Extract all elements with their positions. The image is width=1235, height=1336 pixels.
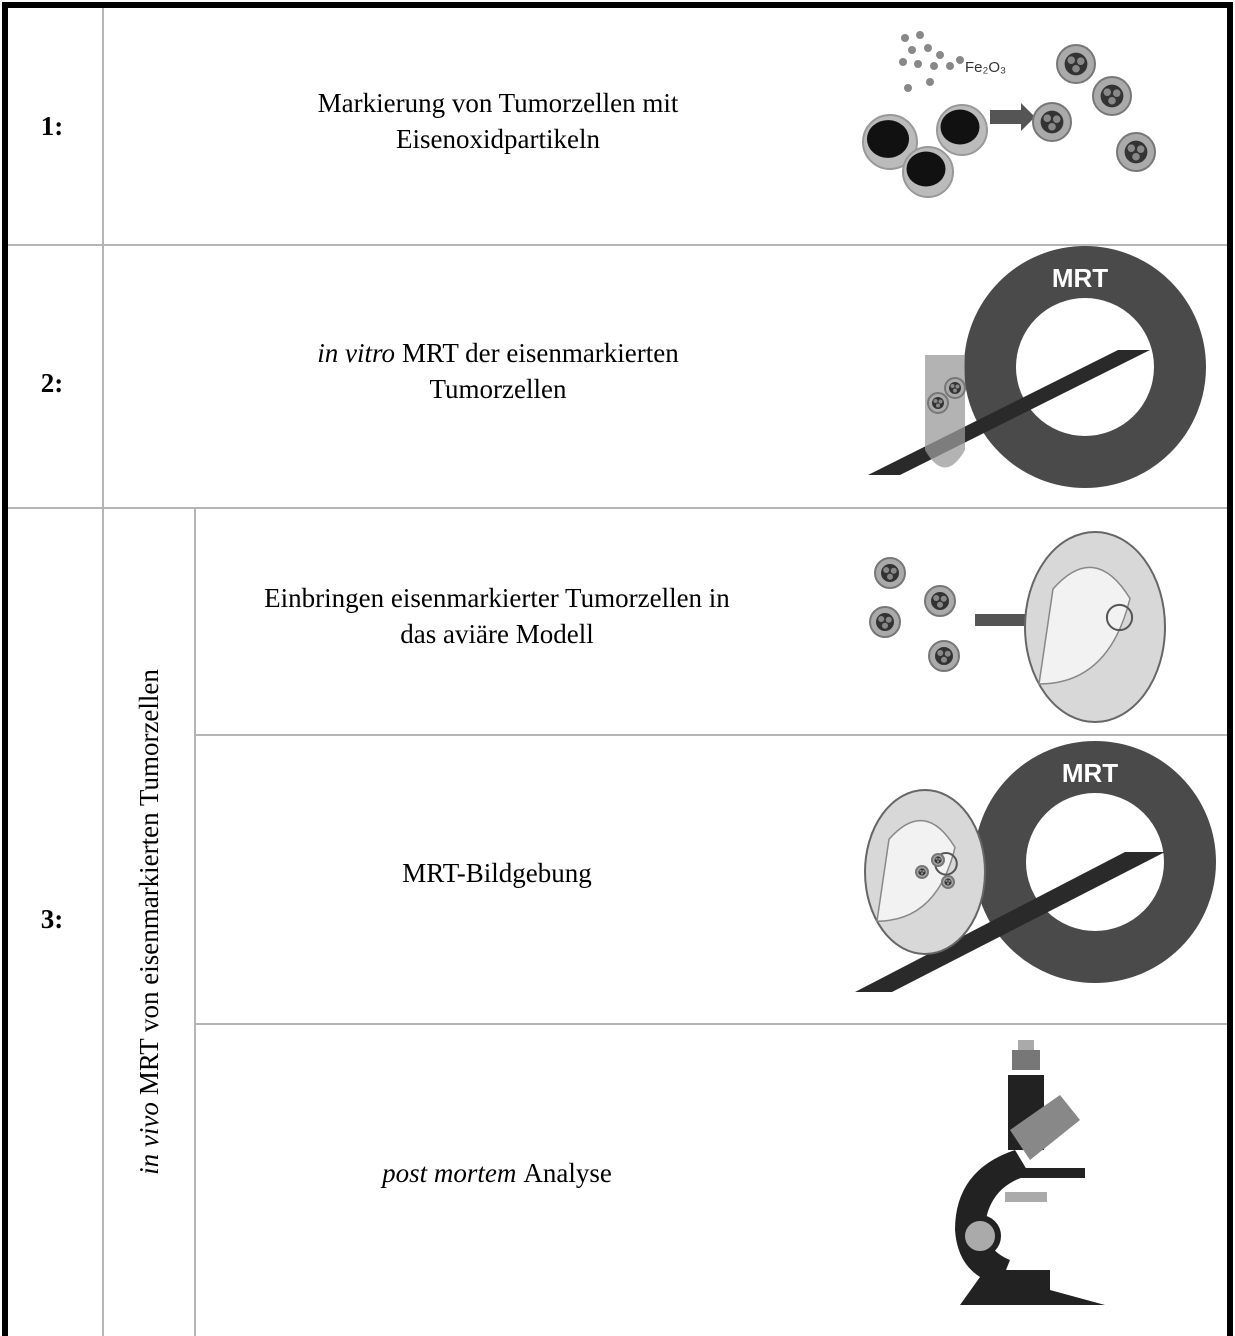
iron-particle [1113, 89, 1121, 97]
iron-particle [933, 595, 939, 601]
particle [901, 34, 909, 42]
particle [930, 62, 938, 70]
particle [899, 58, 907, 66]
text: MRT der eisenmarkierten [402, 338, 679, 368]
row-number: 1: [41, 111, 64, 141]
microscope-base [960, 1270, 1105, 1305]
iron-particle [1072, 65, 1080, 73]
iron-particle [937, 602, 943, 608]
iron-particle [945, 880, 947, 882]
iron-particle [945, 651, 951, 657]
particle [916, 31, 924, 39]
iron-particle [1077, 57, 1085, 65]
step-text: MRT-Bildgebung [402, 858, 591, 888]
iron-particle [919, 870, 921, 872]
diagram-table: 1: Markierung von Tumorzellen mit Eiseno… [0, 0, 1235, 1336]
iron-particle [941, 596, 947, 602]
iron-particle [937, 860, 939, 862]
iron-particle [953, 389, 957, 393]
row-text: Markierung von Tumorzellen mit [318, 88, 679, 118]
side-label: in vivo MRT von eisenmarkierten Tumorzell… [134, 669, 164, 1175]
iron-particle [883, 567, 889, 573]
iron-particle [1132, 153, 1140, 161]
arrow [990, 103, 1035, 131]
iron-particle [937, 650, 943, 656]
scanner-label: MRT [1062, 758, 1118, 788]
row-number: 3: [41, 904, 64, 934]
microscope-eyepiece [1018, 1040, 1034, 1050]
iron-particle [1127, 144, 1135, 152]
iron-particle [939, 400, 943, 404]
iron-particle [1137, 145, 1145, 153]
row-text: Tumorzellen [430, 374, 567, 404]
iron-particle [936, 404, 940, 408]
particle-label: Fe₂O₃ [965, 59, 1006, 76]
iron-particle [948, 880, 950, 882]
iron-particle [886, 617, 892, 623]
iron-particle [891, 568, 897, 574]
iron-particle [887, 574, 893, 580]
iron-particle [878, 616, 884, 622]
iron-particle [934, 399, 938, 403]
iron-particle [921, 872, 923, 874]
italic-text: post mortem [380, 1158, 516, 1188]
iron-particle [882, 623, 888, 629]
iron-particle [956, 385, 960, 389]
particle [946, 62, 954, 70]
mrt-ring [1000, 767, 1190, 957]
iron-particle [947, 882, 949, 884]
italic-text: in vitro [317, 338, 395, 368]
particle [936, 51, 944, 59]
iron-particle [935, 858, 937, 860]
iron-particle [1103, 88, 1111, 96]
particle [926, 78, 934, 86]
iron-particle [922, 870, 924, 872]
particle [908, 46, 916, 54]
particle [956, 56, 964, 64]
cell-core [867, 120, 909, 158]
iron-particle [1067, 56, 1075, 64]
microscope-stage [995, 1168, 1085, 1178]
iron-particle [938, 858, 940, 860]
row-number: 2: [41, 368, 64, 398]
iron-particle [951, 384, 955, 388]
microscope-knob [962, 1218, 998, 1254]
microscope-eyepiece [1012, 1050, 1040, 1070]
step-text: Einbringen eisenmarkierter Tumorzellen i… [264, 583, 730, 613]
row-text: Eisenoxidpartikeln [396, 124, 600, 154]
particle [914, 60, 922, 68]
iron-particle [1048, 123, 1056, 131]
page: 1: Markierung von Tumorzellen mit Eiseno… [0, 0, 1235, 1336]
particle [904, 84, 912, 92]
italic-text: in vivo [134, 1102, 164, 1175]
scanner-label: MRT [1052, 263, 1108, 293]
iron-particle [941, 657, 947, 663]
particle [924, 44, 932, 52]
iron-particle [1043, 114, 1051, 122]
text: Analyse [523, 1158, 611, 1188]
iron-particle [1108, 97, 1116, 105]
text: MRT von eisenmarkierten Tumorzellen [134, 669, 164, 1096]
cell-core [941, 110, 980, 145]
microscope-slide [1005, 1192, 1047, 1202]
cell-core [907, 152, 946, 187]
step-text: das aviäre Modell [400, 619, 593, 649]
iron-particle [1053, 115, 1061, 123]
